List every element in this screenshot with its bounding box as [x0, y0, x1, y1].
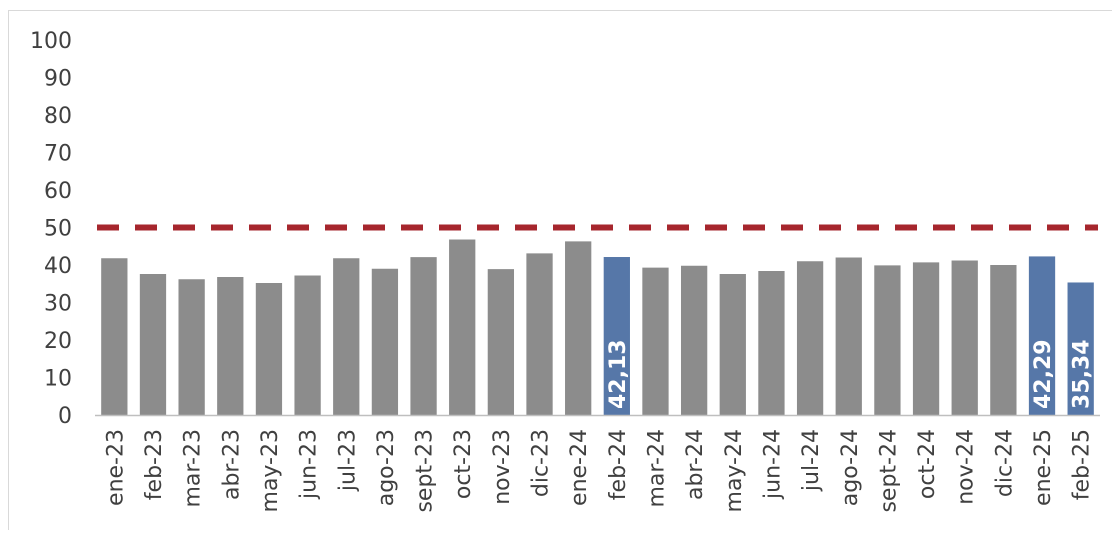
x-tick-label: ago-23: [374, 429, 399, 506]
x-tick-label: abr-24: [683, 429, 708, 500]
y-tick-label: 60: [44, 179, 72, 204]
x-tick-label: nov-24: [954, 429, 979, 505]
x-tick-label: jun-23: [297, 429, 322, 500]
x-tick-label: ene-25: [1031, 429, 1056, 506]
bar-feb-25: [1067, 282, 1094, 415]
bar-jun-23: [294, 275, 321, 415]
x-tick-label: jun-24: [760, 429, 785, 500]
x-tick-label: feb-23: [142, 429, 167, 500]
bar-nov-24: [951, 260, 978, 415]
x-tick-label: feb-25: [1070, 429, 1095, 500]
bar-oct-24: [912, 262, 940, 415]
x-tick-label: may-24: [722, 429, 747, 512]
y-tick-label: 50: [44, 217, 72, 242]
x-tick-label: sept-23: [413, 429, 438, 513]
bar-may-23: [255, 283, 283, 415]
bar-mar-24: [642, 267, 669, 415]
bar-nov-23: [487, 269, 515, 415]
x-tick-label: oct-24: [915, 429, 940, 499]
y-axis-ticks: 0 10 20 30 40 50 60 70 80 90 100: [30, 29, 72, 429]
bar-ene-23: [101, 258, 128, 415]
x-tick-label: ene-24: [567, 429, 592, 506]
x-tick-label: mar-23: [181, 429, 206, 507]
x-tick-label: ago-24: [838, 429, 863, 506]
x-tick-label: abr-23: [219, 429, 244, 500]
bar-abr-24: [680, 265, 708, 415]
bar-sept-24: [874, 265, 901, 415]
data-label-ene-25: 42,29: [1031, 339, 1056, 409]
data-label-feb-25: 35,34: [1070, 339, 1095, 409]
bar-mar-23: [178, 279, 205, 415]
x-tick-label: ene-23: [103, 429, 128, 506]
y-tick-label: 10: [44, 367, 72, 392]
data-label-feb-24: 42,13: [606, 339, 631, 409]
y-tick-label: 20: [44, 329, 72, 354]
x-tick-label: sept-24: [876, 429, 901, 513]
bar-oct-23: [449, 239, 476, 415]
x-tick-label: mar-24: [644, 429, 669, 507]
x-tick-label: dic-23: [529, 429, 554, 497]
bar-abr-23: [217, 277, 244, 415]
bar-ago-23: [371, 268, 399, 415]
bar-jul-23: [333, 258, 360, 415]
x-tick-label: feb-24: [606, 429, 631, 500]
bar-ene-24: [565, 241, 592, 415]
bar-jul-24: [796, 261, 824, 415]
y-tick-label: 90: [44, 67, 72, 92]
data-labels: 42,13 42,29 35,34: [606, 339, 1095, 409]
bar-may-24: [719, 274, 746, 415]
y-tick-label: 70: [44, 142, 72, 167]
bar-feb-24: [603, 257, 630, 415]
y-tick-label: 30: [44, 292, 72, 317]
x-tick-label: may-23: [258, 429, 283, 512]
bar-feb-23: [139, 274, 167, 415]
bar-ene-25: [1028, 256, 1056, 415]
y-tick-label: 0: [58, 404, 72, 429]
bar-sept-23: [410, 257, 437, 415]
x-tick-label: jul-23: [335, 429, 360, 492]
x-axis-labels: ene-23 feb-23 mar-23 abr-23 may-23 jun-23 jul-…: [103, 429, 1094, 513]
bar-dic-24: [990, 265, 1017, 415]
y-tick-label: 80: [44, 104, 72, 129]
bar-jun-24: [758, 271, 785, 415]
x-tick-label: oct-23: [451, 429, 476, 499]
x-tick-label: nov-23: [490, 429, 515, 505]
chart-frame: [8, 10, 1112, 530]
y-tick-label: 40: [44, 254, 72, 279]
bar-ago-24: [835, 257, 862, 415]
bars: [101, 239, 1094, 415]
bar-dic-23: [526, 253, 553, 415]
y-tick-label: 100: [30, 29, 72, 54]
x-tick-label: jul-24: [799, 429, 824, 492]
x-tick-label: dic-24: [992, 429, 1017, 497]
